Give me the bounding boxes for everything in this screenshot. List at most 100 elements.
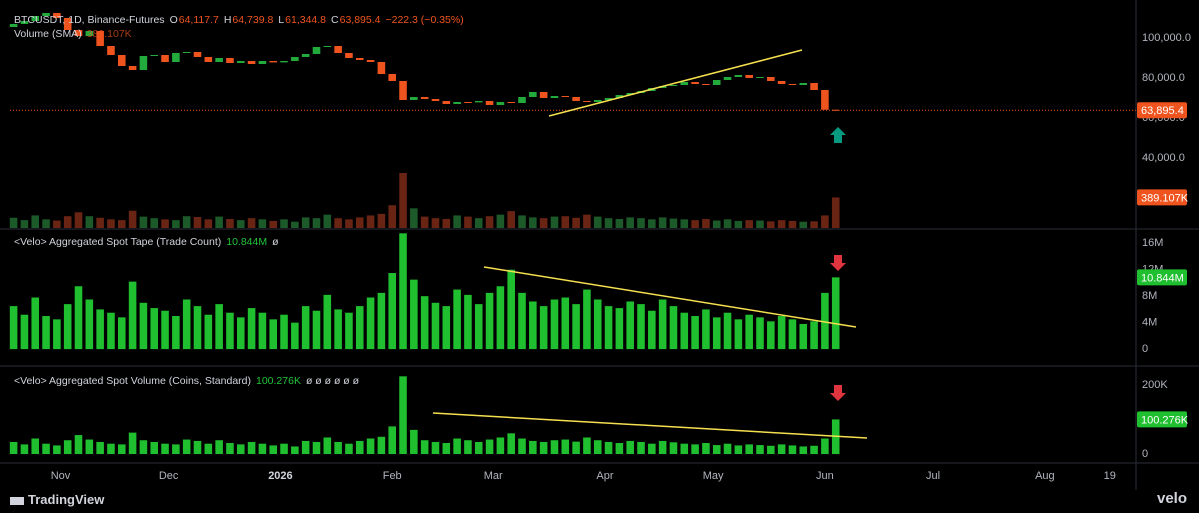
brand-logo bbox=[10, 496, 24, 505]
x-tick-label: 2026 bbox=[268, 470, 292, 482]
candle-body bbox=[799, 83, 808, 85]
bar bbox=[453, 289, 461, 350]
bar bbox=[777, 316, 786, 350]
bar bbox=[723, 312, 732, 350]
volume-bar bbox=[810, 221, 818, 228]
candle-body bbox=[269, 61, 278, 63]
candle-body bbox=[626, 93, 634, 95]
bar bbox=[442, 306, 451, 350]
candle-body bbox=[410, 97, 418, 100]
volume-bar bbox=[355, 217, 364, 228]
candle-body bbox=[507, 102, 515, 103]
bar bbox=[799, 323, 808, 350]
volume-bar bbox=[63, 216, 72, 228]
bar bbox=[258, 312, 267, 350]
bar bbox=[604, 306, 613, 350]
volume-bar bbox=[247, 218, 256, 228]
bar bbox=[626, 440, 634, 455]
bar bbox=[312, 310, 321, 350]
tape-legend: <Velo> Aggregated Spot Tape (Trade Count… bbox=[14, 236, 279, 248]
up-arrow bbox=[830, 127, 846, 143]
volume-bar bbox=[226, 218, 234, 228]
bar bbox=[410, 279, 418, 350]
candle-body bbox=[788, 84, 797, 85]
candle-body bbox=[74, 30, 83, 36]
bar bbox=[204, 443, 213, 455]
bar bbox=[117, 317, 126, 350]
volume-bar bbox=[345, 219, 353, 228]
bar bbox=[150, 441, 159, 455]
candle-body bbox=[139, 56, 148, 70]
bar bbox=[63, 440, 72, 455]
indicator-extra: ø bbox=[272, 236, 279, 248]
bar bbox=[767, 445, 775, 455]
bar bbox=[550, 299, 559, 350]
volume-bar bbox=[323, 214, 332, 228]
bar bbox=[464, 294, 472, 350]
symbol-legend: BTCUSDT, 1D, Binance-Futures O 64,117.7 H… bbox=[14, 14, 464, 26]
candle-body bbox=[756, 77, 764, 78]
volume-bar bbox=[539, 218, 548, 228]
candle-body bbox=[604, 98, 613, 100]
bar bbox=[529, 301, 537, 350]
volume-bar bbox=[388, 205, 396, 228]
volume-bar bbox=[85, 216, 94, 228]
bar bbox=[388, 273, 396, 350]
candle-body bbox=[291, 57, 299, 61]
candle-body bbox=[377, 62, 386, 74]
volume-bar bbox=[215, 216, 223, 228]
bar bbox=[669, 306, 678, 350]
candle-body bbox=[399, 81, 407, 100]
volume-bar bbox=[117, 220, 126, 228]
bar bbox=[312, 441, 321, 455]
candle-body bbox=[96, 31, 104, 46]
bar bbox=[9, 306, 18, 350]
candle-body bbox=[821, 90, 829, 110]
volume-bar bbox=[139, 216, 148, 228]
bar bbox=[182, 439, 191, 455]
candle-body bbox=[767, 77, 775, 81]
x-tick-label: Aug bbox=[1035, 470, 1055, 482]
bar bbox=[301, 306, 310, 350]
volume-bar bbox=[507, 211, 515, 228]
volume-bar bbox=[583, 214, 591, 228]
bar bbox=[85, 439, 94, 455]
ohlc-value: 63,895.4 bbox=[339, 14, 381, 26]
bar bbox=[669, 442, 678, 455]
bar bbox=[658, 299, 667, 350]
bar bbox=[20, 444, 29, 455]
volume-bar bbox=[691, 220, 699, 228]
candle-body bbox=[345, 53, 353, 58]
bar bbox=[355, 306, 364, 350]
bar bbox=[20, 314, 29, 350]
candle-body bbox=[301, 54, 310, 57]
candle-body bbox=[723, 77, 732, 80]
bar bbox=[215, 440, 223, 455]
bar bbox=[518, 292, 526, 350]
bar bbox=[96, 309, 104, 350]
volume-bar bbox=[410, 208, 418, 228]
bar bbox=[539, 306, 548, 350]
bar bbox=[648, 443, 656, 455]
bar bbox=[767, 321, 775, 350]
x-tick-label: Apr bbox=[596, 470, 613, 482]
bar bbox=[626, 301, 634, 350]
bar bbox=[583, 289, 591, 350]
volume-bar bbox=[182, 216, 191, 228]
candle-body bbox=[518, 97, 526, 103]
volume-bar bbox=[128, 210, 137, 228]
bar bbox=[420, 296, 429, 350]
bar bbox=[280, 314, 288, 350]
x-tick-label: Mar bbox=[484, 470, 503, 482]
y-tick-label: 0 bbox=[1142, 343, 1148, 355]
candle-body bbox=[442, 101, 451, 104]
x-tick-label: Dec bbox=[159, 470, 179, 482]
volume-bar bbox=[615, 218, 624, 228]
volume-value: 389.107K bbox=[86, 28, 132, 40]
bar bbox=[831, 277, 840, 350]
bar bbox=[788, 319, 797, 350]
candle-body bbox=[388, 74, 396, 81]
bar bbox=[193, 306, 202, 350]
bar bbox=[756, 317, 764, 350]
bar bbox=[691, 444, 699, 455]
